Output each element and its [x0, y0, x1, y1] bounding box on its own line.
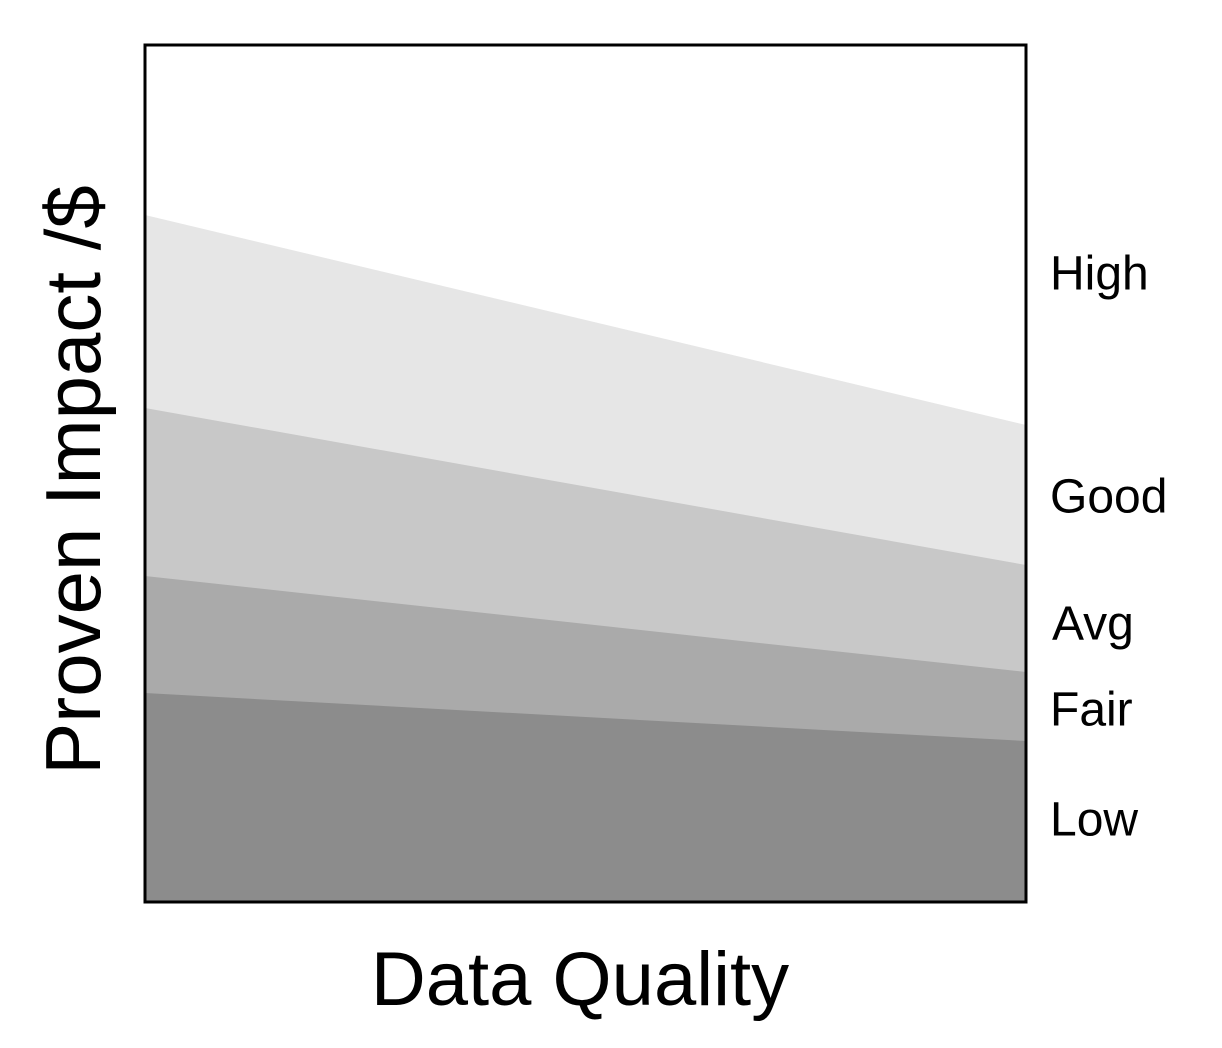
frame — [143, 43, 1028, 904]
band-label: Avg — [1052, 598, 1134, 651]
y-axis-label: Proven Impact /$ — [29, 185, 117, 775]
band-label: Fair — [1050, 684, 1133, 737]
band-label: Low — [1050, 794, 1138, 847]
band-low — [145, 693, 1026, 902]
band-label: Good — [1050, 471, 1167, 524]
x-axis-label: Data Quality — [371, 937, 789, 1022]
band-label: High — [1050, 248, 1149, 301]
